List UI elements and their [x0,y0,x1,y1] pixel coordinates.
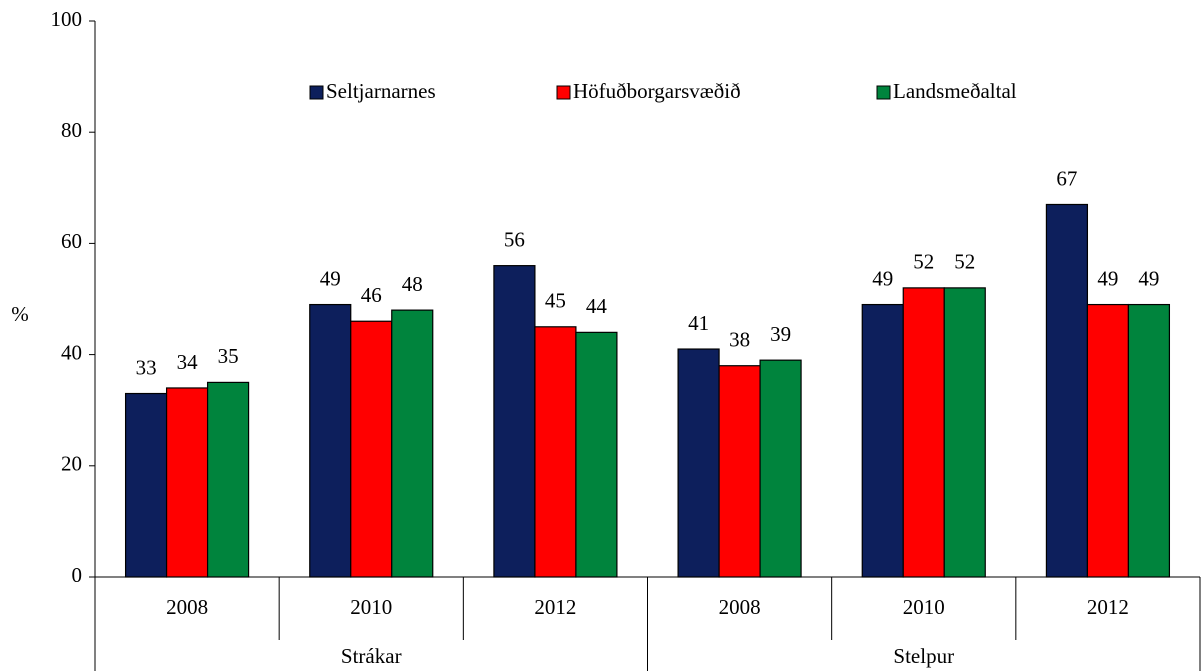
x-tick-label: 2008 [719,595,761,619]
data-label: 38 [729,328,750,352]
bar [534,326,577,578]
data-label: 49 [1097,266,1118,290]
data-label: 33 [136,355,157,379]
bar [350,320,393,578]
bar [309,303,352,578]
data-label: 67 [1056,166,1077,190]
bar [943,287,986,578]
legend-swatch [876,85,891,100]
y-tick-label: 80 [61,118,82,142]
data-label: 35 [218,344,239,368]
bar [493,265,536,578]
bar [718,365,761,578]
data-label: 48 [402,272,423,296]
bar [861,303,904,578]
bar [206,381,250,578]
y-axis-label: % [11,302,29,326]
y-tick-label: 100 [51,7,83,31]
data-label: 49 [872,266,893,290]
bar [165,387,209,578]
y-tick-label: 20 [61,452,82,476]
x-tick-label: 2010 [350,595,392,619]
legend-swatch [556,85,571,100]
legend-label: Seltjarnarnes [326,79,436,103]
x-tick-label: 2012 [1087,595,1129,619]
bar [391,309,434,578]
x-tick-label: 2012 [534,595,576,619]
bar [902,287,945,578]
y-tick-label: 0 [72,563,83,587]
data-label: 46 [361,283,382,307]
y-tick-label: 40 [61,340,82,364]
y-tick-label: 60 [61,229,82,253]
bar [759,359,802,578]
x-tick-label: 2010 [903,595,945,619]
data-label: 39 [770,322,791,346]
data-label: 52 [913,250,934,274]
data-label: 49 [1138,266,1159,290]
bar [124,392,168,578]
bar [1045,203,1089,578]
group-label: Stelpur [893,644,954,668]
data-label: 45 [545,289,566,313]
data-label: 56 [504,227,525,251]
bar [1086,303,1130,578]
data-label: 41 [688,311,709,335]
data-label: 49 [320,266,341,290]
data-label: 34 [177,350,199,374]
bar [1127,303,1171,578]
data-label: 44 [586,294,608,318]
x-tick-label: 2008 [166,595,208,619]
legend-swatch [309,85,324,100]
bar [677,348,720,578]
data-label: 52 [954,250,975,274]
group-label: Strákar [341,644,402,668]
legend-label: Höfuðborgarsvæðið [573,79,741,103]
bar [575,331,618,578]
legend-label: Landsmeðaltal [893,79,1017,103]
